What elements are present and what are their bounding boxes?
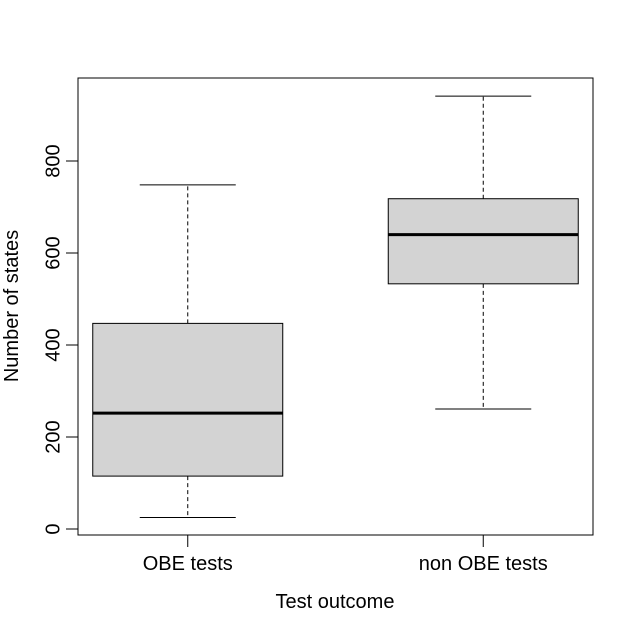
x-tick-label: OBE tests — [143, 553, 233, 575]
x-axis: OBE tests non OBE tests — [143, 534, 548, 575]
y-tick-label: 200 — [42, 420, 64, 453]
box-2 — [387, 95, 579, 410]
y-tick-label: 0 — [42, 523, 64, 534]
y-tick-label: 600 — [42, 236, 64, 269]
boxes-layer — [92, 95, 579, 518]
iqr-box — [387, 198, 579, 285]
x-tick-label: non OBE tests — [419, 553, 548, 575]
iqr-box — [92, 322, 284, 477]
x-axis-label: Test outcome — [276, 591, 395, 613]
box-1 — [92, 184, 284, 518]
y-tick-label: 800 — [42, 144, 64, 177]
y-tick-label: 400 — [42, 328, 64, 361]
y-axis-label: Number of states — [1, 230, 23, 382]
y-axis: 0 200 400 600 800 — [42, 144, 79, 535]
